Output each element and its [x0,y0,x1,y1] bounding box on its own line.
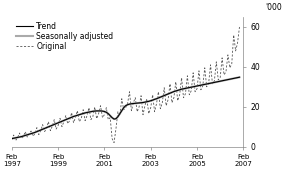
Legend: Trend, Seasonally adjusted, Original: Trend, Seasonally adjusted, Original [16,21,114,52]
Text: '000: '000 [265,3,282,12]
